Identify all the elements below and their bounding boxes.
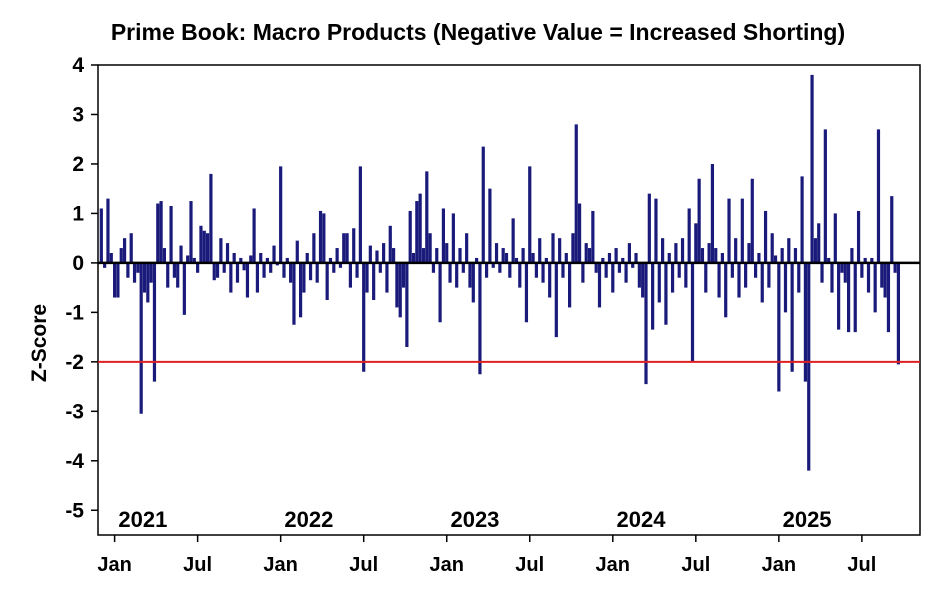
x-tick-label: Jan	[97, 554, 131, 576]
x-tick-label: Jul	[515, 554, 544, 576]
year-label: 2025	[783, 507, 832, 532]
y-axis-label: Z-Score	[28, 304, 51, 382]
y-tick-label: 4	[72, 54, 84, 77]
plot-frame	[97, 64, 921, 536]
y-tick-label: -2	[65, 351, 84, 374]
x-tick-label: Jul	[847, 554, 876, 576]
x-tick-label: Jan	[263, 554, 297, 576]
y-tick-label: 3	[72, 103, 84, 126]
y-tick-label: 1	[72, 202, 84, 225]
y-tick-label: -4	[65, 450, 84, 473]
y-tick-label: -5	[65, 499, 84, 522]
x-tick-label: Jul	[183, 554, 212, 576]
y-tick-label: 0	[72, 252, 84, 275]
y-tick-label: 2	[72, 153, 84, 176]
year-label: 2024	[617, 507, 667, 532]
y-tick-label: -3	[65, 400, 84, 423]
chart-title: Prime Book: Macro Products (Negative Val…	[111, 19, 845, 45]
x-tick-label: Jan	[429, 554, 463, 576]
x-tick-label: Jan	[762, 554, 796, 576]
y-tick-label: -1	[65, 301, 84, 324]
plot-area: 4 3 2 1 0 -1 -2 -3 -4 -5 Jan Jul Jan Jul Jan Jul Jan Jul J…	[65, 54, 921, 576]
x-tick-label: Jul	[349, 554, 378, 576]
year-label: 2023	[450, 507, 499, 532]
x-tick-label: Jul	[681, 554, 710, 576]
year-label: 2021	[118, 507, 167, 532]
x-tick-label: Jan	[596, 554, 630, 576]
year-label: 2022	[284, 507, 333, 532]
